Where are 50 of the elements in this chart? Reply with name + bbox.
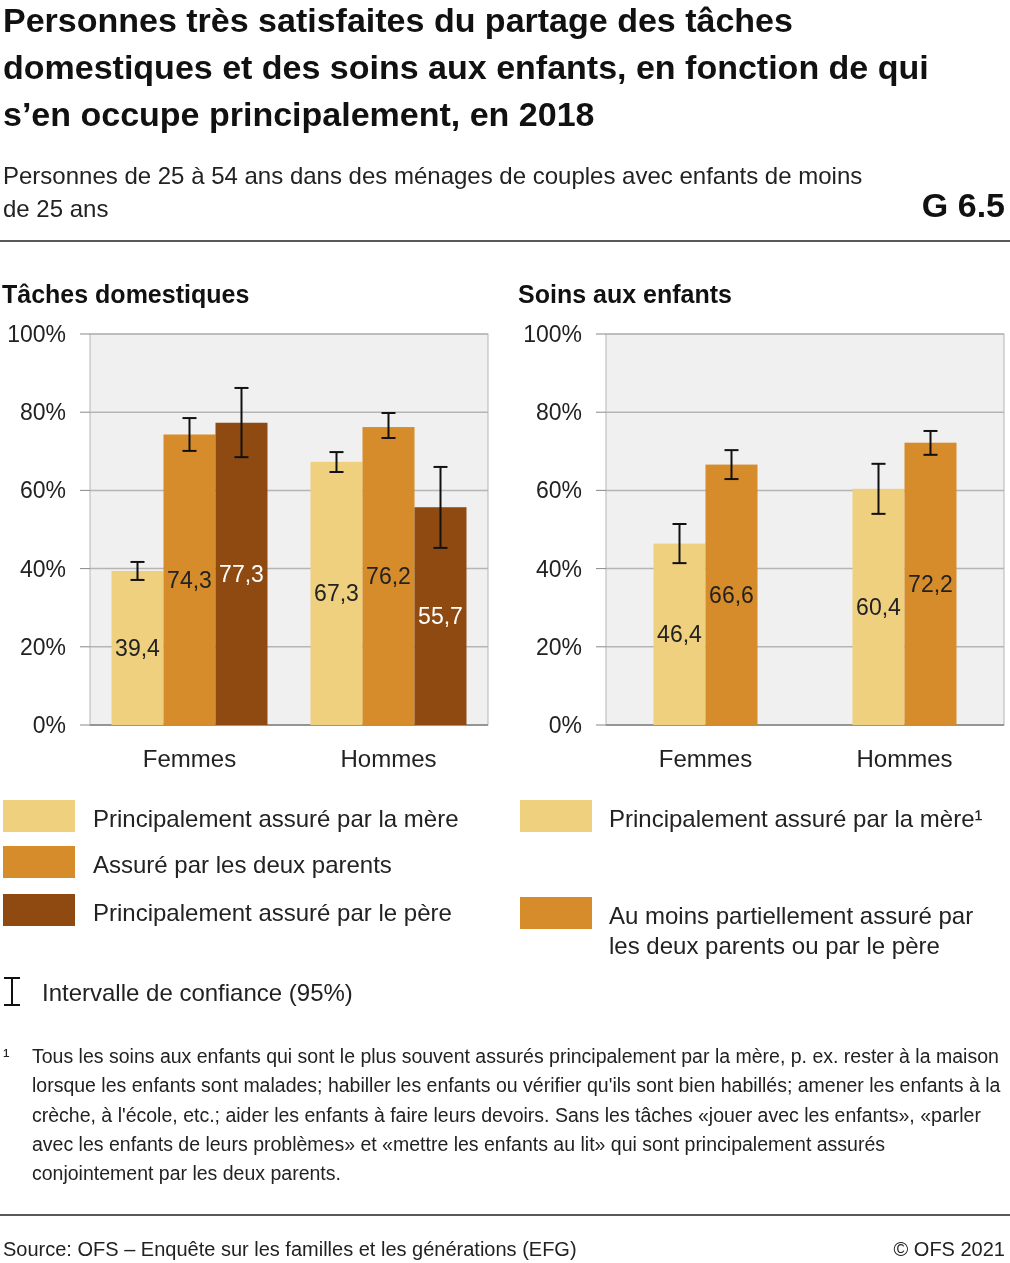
x-tick-label: Femmes (142, 745, 237, 772)
data-label: 55,7 (418, 603, 463, 630)
bar (653, 543, 706, 725)
y-tick-label: 40% (19, 555, 66, 582)
y-tick-label: 100% (523, 321, 582, 348)
y-tick-label: 0% (548, 712, 582, 739)
x-tick-label: Hommes (856, 745, 953, 772)
y-tick-label: 60% (535, 477, 582, 504)
chart-title: Soins aux enfants (518, 280, 732, 308)
data-label: 66,6 (709, 581, 754, 608)
y-tick-label: 60% (19, 477, 66, 504)
bar (852, 488, 905, 725)
y-tick-label: 100% (7, 321, 66, 348)
data-label: 72,2 (908, 570, 953, 597)
bar (215, 422, 268, 725)
legend-label: Assuré par les deux parents (93, 851, 392, 878)
legend-label: Au moins partiellement assuré par les deux parents ou par le père (609, 902, 974, 959)
y-tick-label: 40% (535, 555, 582, 582)
chart-title: Tâches domestiques (2, 280, 250, 308)
data-label: 67,3 (314, 580, 359, 607)
data-label: 60,4 (856, 593, 902, 620)
text: Personnes de 25 à 54 ans dans des ménages de couples avec enfants de moins de 25 ans (3, 162, 863, 222)
text: ¹ Tous les soins aux enfants qui sont le plus souvent assurés principalement par la mère, p. ex. rester à la maison lorsque les enfants sont malades; habiller les enfants ou vérifier qu'ils sont bien habillés; amener les enfants à la crèche, à l'école, etc.; aider les enfants à faire leurs devoirs. Sans les tâches «jouer avec les enfants», «parler avec les enfants de leurs problèmes» et «mettre les enfants au lit» qui sont principalement assurés conjointement par les deux parents. (3, 1044, 1001, 1185)
bar (414, 507, 467, 725)
data-label: 74,3 (167, 566, 212, 593)
bar (111, 570, 164, 725)
data-label: 39,4 (115, 635, 161, 662)
text: G 6.5 (921, 186, 1005, 224)
text: Intervalle de confiance (95%) (42, 979, 353, 1006)
x-tick-label: Hommes (340, 745, 437, 772)
y-tick-label: 80% (19, 399, 66, 426)
y-tick-label: 20% (19, 633, 66, 660)
bar (163, 434, 216, 725)
data-label: 46,4 (657, 621, 703, 648)
y-tick-label: 80% (535, 399, 582, 426)
legend-label: Principalement assuré par la mère (93, 805, 459, 832)
legend-label: Principalement assuré par le père (93, 899, 452, 926)
legend-label: Principalement assuré par la mère¹ (609, 805, 983, 832)
x-tick-label: Femmes (658, 745, 753, 772)
y-tick-label: 0% (32, 712, 66, 739)
bar (705, 464, 758, 725)
data-label: 77,3 (219, 560, 264, 587)
bar (904, 442, 957, 725)
text: © OFS 2021 (893, 1238, 1005, 1260)
bar (310, 461, 363, 725)
text: Personnes très satisfaites du partage des tâches domestiques et des soins aux enfants, en fonction de qui s’en occupe principalement, en 2018 (3, 1, 929, 133)
data-label: 76,2 (366, 563, 411, 590)
source-note: Source: OFS – Enquête sur les familles et les générations (EFG) (3, 1238, 577, 1260)
bar (362, 427, 415, 725)
y-tick-label: 20% (535, 633, 582, 660)
